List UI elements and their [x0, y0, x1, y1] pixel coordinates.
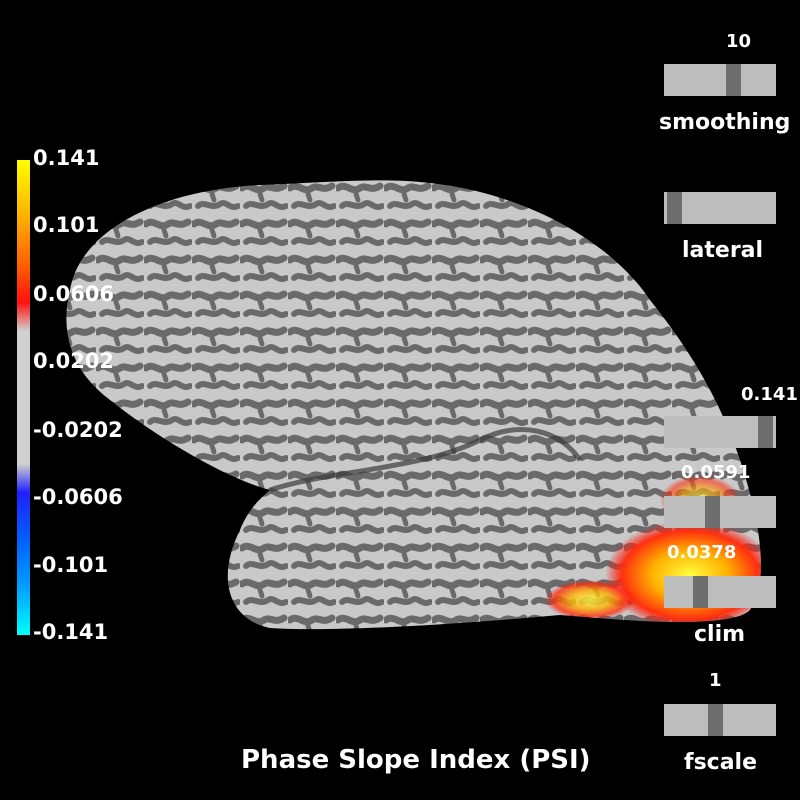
- view-label: lateral: [682, 238, 764, 263]
- clim-label: clim: [694, 622, 746, 647]
- colorbar-tick: 0.141: [33, 146, 100, 170]
- clim-min-value: 0.0378: [667, 542, 737, 563]
- colorbar-tick: -0.101: [33, 553, 109, 577]
- fscale-slider-handle[interactable]: [708, 704, 723, 736]
- colorbar-tick: -0.141: [33, 620, 109, 644]
- fscale-value: 1: [709, 670, 722, 691]
- clim-min-slider-handle[interactable]: [693, 576, 708, 608]
- clim-mid-value: 0.0591: [681, 462, 751, 483]
- clim-min-slider[interactable]: [664, 576, 776, 608]
- fscale-slider[interactable]: [664, 704, 776, 736]
- smoothing-value: 10: [726, 31, 752, 52]
- colorbar: [17, 160, 30, 635]
- view-slider[interactable]: [664, 192, 776, 224]
- clim-max-slider-handle[interactable]: [758, 416, 773, 448]
- smoothing-slider-handle[interactable]: [726, 64, 741, 96]
- clim-mid-slider-handle[interactable]: [705, 496, 720, 528]
- colorbar-tick: 0.0606: [33, 282, 115, 306]
- smoothing-slider[interactable]: [664, 64, 776, 96]
- clim-mid-slider[interactable]: [664, 496, 776, 528]
- view-slider-handle[interactable]: [667, 192, 682, 224]
- figure-title: Phase Slope Index (PSI): [241, 745, 591, 775]
- colorbar-tick: 0.0202: [33, 349, 115, 373]
- clim-max-slider[interactable]: [664, 416, 776, 448]
- colorbar-tick: 0.101: [33, 213, 100, 237]
- fscale-label: fscale: [684, 750, 758, 775]
- colorbar-tick: -0.0606: [33, 485, 123, 509]
- smoothing-label: smoothing: [659, 110, 791, 135]
- colorbar-tick: -0.0202: [33, 418, 123, 442]
- clim-max-value: 0.141: [741, 384, 798, 405]
